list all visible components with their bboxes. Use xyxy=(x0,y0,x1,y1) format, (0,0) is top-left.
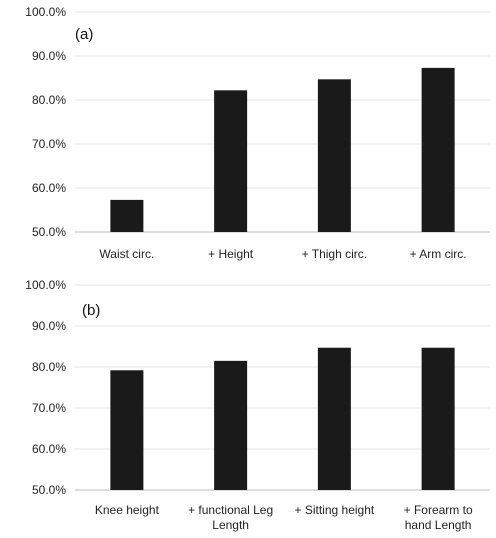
bar xyxy=(421,67,455,232)
y-tick-label: 100.0% xyxy=(25,5,66,19)
panel-label: (b) xyxy=(82,302,100,319)
x-category-label: + functional Leg xyxy=(188,503,273,517)
y-tick-label: 60.0% xyxy=(32,442,66,456)
x-category-label: Waist circ. xyxy=(99,247,154,261)
y-tick-label: 50.0% xyxy=(32,483,66,497)
x-category-label: + Arm circ. xyxy=(410,247,467,261)
x-category-label: + Height xyxy=(208,247,254,261)
x-category-label: + Thigh circ. xyxy=(302,247,367,261)
bar xyxy=(214,90,248,232)
x-category-label: Length xyxy=(212,518,249,532)
bar xyxy=(421,347,455,490)
y-tick-label: 80.0% xyxy=(32,360,66,374)
y-tick-label: 60.0% xyxy=(32,181,66,195)
y-tick-label: 80.0% xyxy=(32,93,66,107)
chart-panel-a: 50.0% 60.0% 70.0% 80.0% 90.0% 100.0% Waist cir… xyxy=(25,5,490,261)
y-tick-label: 70.0% xyxy=(32,137,66,151)
bar xyxy=(110,370,144,490)
bar xyxy=(317,79,351,232)
y-tick-label: 100.0% xyxy=(25,278,66,292)
bar xyxy=(214,360,248,490)
y-tick-label: 90.0% xyxy=(32,319,66,333)
chart-panel-b: 50.0% 60.0% 70.0% 80.0% 90.0% 100.0% Knee heig… xyxy=(25,278,490,532)
y-tick-label: 90.0% xyxy=(32,49,66,63)
x-category-label: hand Length xyxy=(405,518,472,532)
x-category-label: Knee height xyxy=(95,503,160,517)
x-category-label: + Sitting height xyxy=(295,503,375,517)
x-category-label: + Forearm to xyxy=(404,503,473,517)
bar xyxy=(110,199,144,232)
y-tick-label: 50.0% xyxy=(32,225,66,239)
panel-label: (a) xyxy=(75,26,93,43)
bar xyxy=(317,347,351,490)
y-tick-label: 70.0% xyxy=(32,401,66,415)
